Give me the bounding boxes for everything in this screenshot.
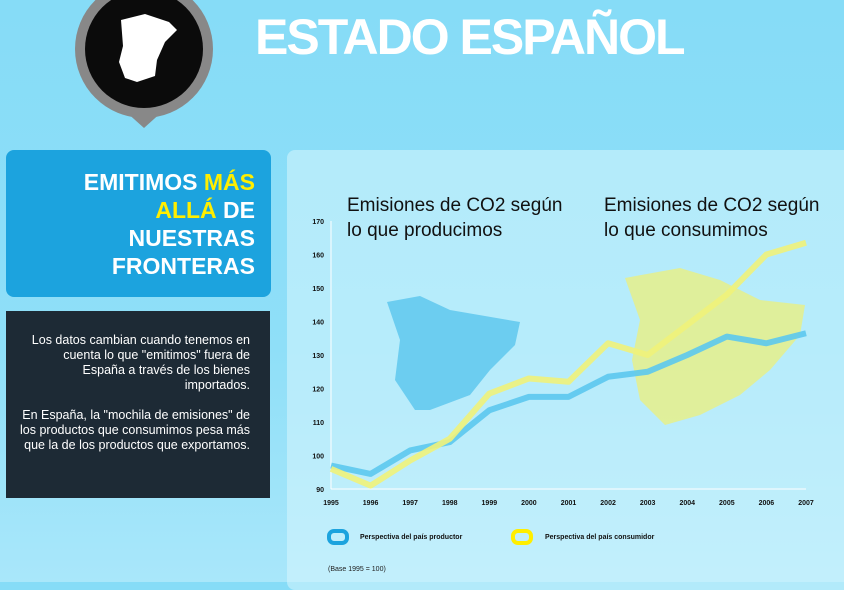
x-tick-label: 2003	[640, 500, 656, 507]
y-tick-label: 160	[312, 253, 324, 260]
legend-consumer: Perspectiva del país consumidor	[545, 534, 654, 541]
x-tick-label: 2000	[521, 500, 537, 507]
base-note: (Base 1995 = 100)	[328, 566, 386, 573]
x-tick-label: 1997	[402, 500, 418, 507]
legend-swatch-consumer	[511, 529, 533, 545]
annotation-producer-line2: lo que producimos	[347, 220, 502, 241]
y-tick-label: 110	[313, 420, 324, 427]
x-tick-label: 2007	[798, 500, 814, 507]
x-tick-label: 2001	[561, 500, 577, 507]
y-tick-label: 120	[312, 387, 324, 394]
x-tick-label: 1998	[442, 500, 458, 507]
y-tick-label: 170	[312, 219, 324, 226]
x-tick-label: 2006	[759, 500, 775, 507]
x-tick-label: 1999	[482, 500, 498, 507]
annotation-consumer-line1: Emisiones de CO2 según	[604, 195, 819, 216]
spain-map-producer	[387, 296, 520, 410]
annotation-producer-line1: Emisiones de CO2 según	[347, 195, 562, 216]
legend-producer: Perspectiva del país productor	[360, 534, 462, 541]
x-tick-label: 2004	[679, 500, 695, 507]
legend-swatch-producer	[327, 529, 349, 545]
y-tick-label: 130	[312, 353, 324, 360]
y-tick-label: 140	[312, 320, 324, 327]
x-tick-label: 2005	[719, 500, 735, 507]
spain-map-consumer	[625, 268, 805, 425]
annotation-consumer-line2: lo que consumimos	[604, 220, 768, 241]
y-tick-label: 90	[316, 487, 324, 494]
x-tick-label: 2002	[600, 500, 616, 507]
x-tick-label: 1996	[363, 500, 379, 507]
y-tick-label: 150	[312, 286, 324, 293]
x-tick-label: 1995	[323, 500, 339, 507]
y-tick-label: 100	[312, 454, 324, 461]
